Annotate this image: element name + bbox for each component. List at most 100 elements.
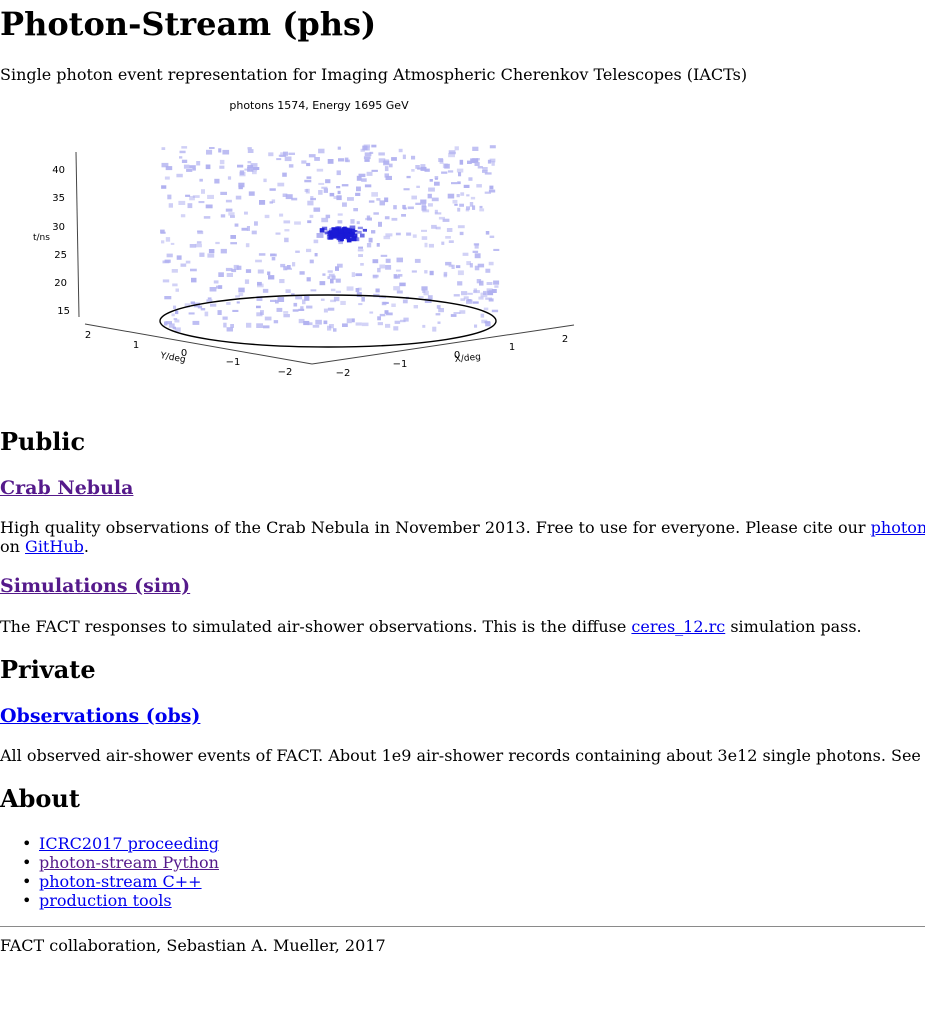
photon-mark [230, 242, 237, 245]
photon-mark [247, 164, 253, 169]
photon-mark [301, 160, 307, 164]
photon-mark [424, 242, 428, 248]
photon-mark [376, 198, 381, 201]
photon-mark [407, 206, 414, 210]
photon-mark [416, 185, 420, 188]
photon-mark-dense [343, 228, 350, 233]
photon-mark-dense [319, 228, 325, 233]
photon-stream-cite-link[interactable]: photon-s [870, 518, 925, 537]
production-tools-link[interactable]: production tools [39, 891, 172, 910]
photon-mark [384, 197, 389, 203]
photon-stream-cpp-link[interactable]: photon-stream C++ [39, 872, 202, 891]
photon-mark [279, 279, 285, 284]
photon-mark [228, 212, 235, 216]
photon-mark-dense [346, 238, 352, 243]
ceres-link[interactable]: ceres_12.rc [631, 617, 726, 636]
photon-mark [233, 264, 239, 270]
photon-mark-dense [335, 229, 339, 234]
photon-mark [248, 191, 255, 196]
photon-mark [323, 320, 328, 325]
photon-stream-python-link[interactable]: photon-stream Python [39, 853, 219, 872]
photon-mark [304, 189, 308, 192]
photon-mark [385, 323, 391, 328]
photon-mark [167, 194, 172, 200]
photon-mark [196, 161, 201, 166]
photon-mark [369, 311, 374, 314]
photon-mark [447, 170, 454, 173]
photon-mark-dense [324, 231, 329, 235]
photon-mark [336, 195, 342, 201]
photon-mark [482, 167, 488, 172]
simulations-link[interactable]: Simulations (sim) [0, 575, 191, 597]
photon-mark [487, 159, 492, 164]
photon-mark [236, 265, 242, 270]
photon-mark [246, 226, 250, 231]
photon-mark [313, 239, 319, 244]
github-link[interactable]: GitHub [25, 537, 84, 556]
photon-mark [283, 151, 288, 156]
photon-mark [327, 270, 333, 273]
photon-mark [250, 163, 258, 167]
photon-mark [371, 192, 378, 197]
icrc2017-proceeding-link[interactable]: ICRC2017 proceeding [39, 834, 219, 853]
photon-mark [318, 182, 325, 185]
photon-mark [285, 194, 293, 200]
photon-mark [423, 290, 429, 296]
photon-mark [472, 158, 479, 163]
photon-mark [366, 243, 372, 248]
photon-mark [215, 241, 220, 245]
photon-mark [451, 264, 455, 269]
photon-mark [316, 233, 324, 238]
obs-text: All observed air-shower events of FACT. … [0, 746, 925, 765]
photon-mark [344, 157, 349, 162]
photon-mark [434, 177, 438, 180]
photon-mark [391, 217, 398, 221]
photon-mark [415, 165, 420, 169]
photon-mark [238, 182, 245, 188]
photon-mark [192, 168, 196, 171]
photon-mark [164, 296, 172, 300]
photon-mark [288, 164, 294, 168]
photon-mark [318, 148, 325, 154]
photon-mark [438, 216, 445, 220]
photon-mark [238, 287, 245, 293]
photon-mark [357, 287, 362, 291]
photon-mark [377, 322, 383, 326]
photon-mark [358, 303, 363, 306]
photon-mark [237, 164, 244, 168]
observations-link[interactable]: Observations (obs) [0, 705, 201, 727]
photon-mark [255, 259, 262, 263]
photon-mark [293, 302, 298, 307]
photon-mark [183, 164, 190, 169]
t-tick-30: 30 [52, 222, 65, 233]
photon-mark [458, 172, 462, 177]
photon-mark [196, 241, 202, 244]
photon-mark [161, 162, 169, 168]
photon-mark [254, 221, 258, 226]
photon-mark [401, 214, 406, 217]
photon-mark [400, 319, 406, 323]
photon-mark [321, 186, 328, 189]
photon-mark [357, 249, 364, 252]
photon-mark [379, 264, 386, 269]
photon-mark [465, 208, 470, 212]
photon-mark [336, 186, 341, 189]
photon-mark [213, 280, 219, 284]
photon-mark [226, 273, 233, 277]
photon-mark [174, 319, 180, 323]
crab-nebula-link[interactable]: Crab Nebula [0, 477, 134, 499]
photon-mark [435, 313, 441, 316]
photon-mark [438, 308, 444, 313]
x-tick-2: 2 [562, 334, 568, 345]
photon-mark [434, 181, 440, 186]
list-item: photon-stream C++ [0, 872, 219, 891]
photon-mark [264, 316, 272, 321]
photon-mark [394, 320, 401, 324]
photon-mark [457, 207, 461, 212]
photon-mark [327, 159, 334, 164]
photon-mark [467, 292, 473, 295]
list-item: photon-stream Python [0, 853, 219, 872]
photon-mark [282, 172, 287, 177]
photon-mark [351, 318, 355, 323]
photon-mark [455, 265, 461, 269]
